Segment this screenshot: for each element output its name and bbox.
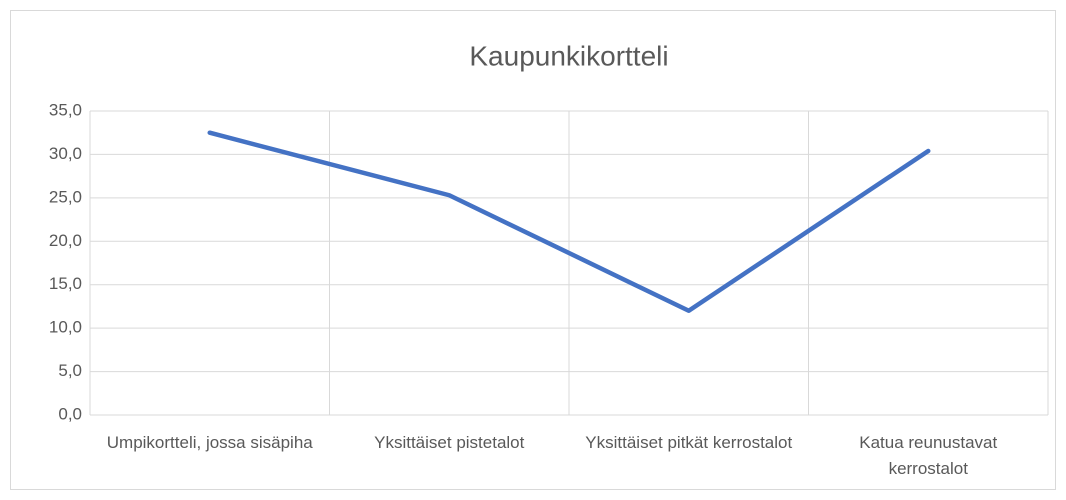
x-tick-label: Umpikortteli, jossa sisäpiha bbox=[106, 433, 313, 452]
chart-border bbox=[10, 10, 1056, 490]
line bbox=[207, 130, 931, 314]
y-tick-label: 30,0 bbox=[49, 144, 82, 163]
y-tick-label: 15,0 bbox=[49, 274, 82, 293]
y-tick-label: 0,0 bbox=[58, 404, 82, 423]
y-tick-label: 25,0 bbox=[49, 187, 82, 206]
x-tick-label: Yksittäiset pitkät kerrostalot bbox=[585, 433, 793, 452]
chart-title: Kaupunkikortteli bbox=[469, 40, 668, 71]
y-tick-label: 20,0 bbox=[49, 231, 82, 250]
y-tick-label: 5,0 bbox=[58, 361, 82, 380]
y-tick-label: 35,0 bbox=[49, 100, 82, 119]
y-tick-label: 10,0 bbox=[49, 318, 82, 337]
x-tick-label: Yksittäiset pistetalot bbox=[374, 433, 525, 452]
x-tick-label: Katua reunustavat kerrostalot bbox=[859, 433, 998, 478]
